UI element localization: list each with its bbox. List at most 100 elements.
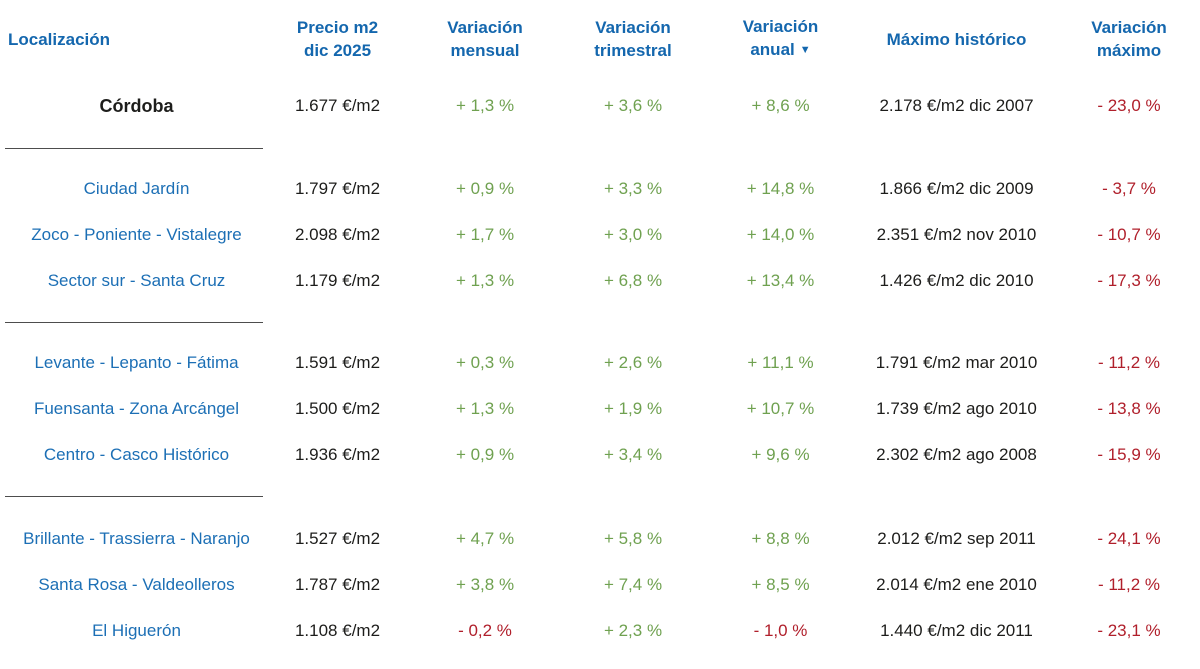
column-header-maximo-historico[interactable]: Máximo histórico <box>855 12 1058 66</box>
max-variation: - 24,1 % <box>1097 529 1161 548</box>
price-value: 1.797 €/m2 <box>294 179 381 198</box>
monthly-variation: + 0,9 % <box>455 445 515 464</box>
sort-desc-icon: ▼ <box>799 43 811 56</box>
column-header-label: dic 2025 <box>303 41 372 60</box>
price-value: 1.677 €/m2 <box>294 96 381 115</box>
location-link[interactable]: Levante - Lepanto - Fátima <box>34 353 239 372</box>
column-header-label: máximo <box>1096 41 1162 60</box>
monthly-variation: + 1,7 % <box>455 225 515 244</box>
price-value: 1.787 €/m2 <box>294 575 381 594</box>
location-link[interactable]: Santa Rosa - Valdeolleros <box>38 575 235 594</box>
max-variation: - 23,0 % <box>1097 96 1161 115</box>
group-divider <box>5 322 263 323</box>
historic-max-value: 1.866 €/m2 dic 2009 <box>879 179 1034 198</box>
table-row: Centro - Casco Histórico 1.936 €/m2 + 0,… <box>0 432 1200 478</box>
location-link[interactable]: Ciudad Jardín <box>83 179 190 198</box>
table-row: Brillante - Trassierra - Naranjo 1.527 €… <box>0 516 1200 562</box>
table-row: El Higuerón 1.108 €/m2 - 0,2 % + 2,3 % -… <box>0 608 1200 654</box>
column-header-variacion-maximo[interactable]: Variación máximo <box>1058 12 1200 66</box>
historic-max-value: 2.014 €/m2 ene 2010 <box>876 575 1037 594</box>
historic-max-value: 2.302 €/m2 ago 2008 <box>876 445 1037 464</box>
max-variation: - 10,7 % <box>1097 225 1161 244</box>
location-link[interactable]: Sector sur - Santa Cruz <box>47 271 226 290</box>
quarterly-variation: + 3,6 % <box>603 96 663 115</box>
table-row: Levante - Lepanto - Fátima 1.591 €/m2 + … <box>0 340 1200 386</box>
quarterly-variation: + 3,3 % <box>603 179 663 198</box>
price-value: 1.108 €/m2 <box>294 621 381 640</box>
location-link[interactable]: Zoco - Poniente - Vistalegre <box>31 225 242 244</box>
annual-variation: + 9,6 % <box>751 445 810 464</box>
monthly-variation: - 0,2 % <box>458 621 512 640</box>
price-value: 1.500 €/m2 <box>294 399 381 418</box>
historic-max-value: 2.012 €/m2 sep 2011 <box>877 529 1036 548</box>
location-link[interactable]: Fuensanta - Zona Arcángel <box>33 399 240 418</box>
annual-variation: + 14,0 % <box>746 225 815 244</box>
column-header-label: mensual <box>450 41 520 60</box>
quarterly-variation: + 5,8 % <box>603 529 663 548</box>
price-value: 1.936 €/m2 <box>294 445 381 464</box>
location-link[interactable]: El Higuerón <box>92 621 181 640</box>
column-header-label: Variación <box>595 18 671 37</box>
annual-variation: + 8,6 % <box>751 96 810 115</box>
table-row: Zoco - Poniente - Vistalegre 2.098 €/m2 … <box>0 212 1200 258</box>
monthly-variation: + 1,3 % <box>455 271 515 290</box>
quarterly-variation: + 2,6 % <box>603 353 663 372</box>
monthly-variation: + 3,8 % <box>455 575 515 594</box>
max-variation: - 3,7 % <box>1102 179 1156 198</box>
monthly-variation: + 1,3 % <box>455 96 515 115</box>
quarterly-variation: + 6,8 % <box>603 271 663 290</box>
price-value: 1.591 €/m2 <box>294 353 381 372</box>
column-header-variacion-anual[interactable]: Variación anual ▼ <box>706 12 855 66</box>
column-header-variacion-mensual[interactable]: Variación mensual <box>410 12 560 66</box>
quarterly-variation: + 3,4 % <box>603 445 663 464</box>
column-header-label: Localización <box>8 29 111 49</box>
annual-variation: - 1,0 % <box>753 621 808 640</box>
monthly-variation: + 1,3 % <box>455 399 515 418</box>
quarterly-variation: + 2,3 % <box>603 621 663 640</box>
annual-variation: + 8,8 % <box>751 529 810 548</box>
location-link[interactable]: Brillante - Trassierra - Naranjo <box>23 529 250 548</box>
max-variation: - 13,8 % <box>1097 399 1161 418</box>
historic-max-value: 2.178 €/m2 dic 2007 <box>879 96 1034 115</box>
monthly-variation: + 0,3 % <box>455 353 515 372</box>
annual-variation: + 11,1 % <box>747 353 814 372</box>
column-header-localizacion[interactable]: Localización <box>0 12 265 66</box>
table-row: Sector sur - Santa Cruz 1.179 €/m2 + 1,3… <box>0 258 1200 304</box>
table-row: Santa Rosa - Valdeolleros 1.787 €/m2 + 3… <box>0 562 1200 608</box>
column-header-precio-m2[interactable]: Precio m2 dic 2025 <box>265 12 410 66</box>
max-variation: - 11,2 % <box>1097 575 1161 594</box>
price-value: 1.527 €/m2 <box>294 529 381 548</box>
location-link[interactable]: Centro - Casco Histórico <box>43 445 230 464</box>
table-row-summary: Córdoba 1.677 €/m2 + 1,3 % + 3,6 % + 8,6… <box>0 83 1200 129</box>
column-header-label: Variación <box>447 18 523 37</box>
historic-max-value: 1.440 €/m2 dic 2011 <box>880 621 1033 640</box>
table-row: Ciudad Jardín 1.797 €/m2 + 0,9 % + 3,3 %… <box>0 166 1200 212</box>
summary-location-label: Córdoba <box>99 96 174 116</box>
quarterly-variation: + 7,4 % <box>603 575 663 594</box>
quarterly-variation: + 1,9 % <box>603 399 663 418</box>
annual-variation: + 13,4 % <box>746 271 815 290</box>
historic-max-value: 2.351 €/m2 nov 2010 <box>876 225 1037 244</box>
monthly-variation: + 0,9 % <box>455 179 515 198</box>
price-value: 1.179 €/m2 <box>294 271 381 290</box>
monthly-variation: + 4,7 % <box>455 529 515 548</box>
quarterly-variation: + 3,0 % <box>603 225 663 244</box>
column-header-label-line2: anual ▼ <box>706 38 855 64</box>
max-variation: - 23,1 % <box>1097 621 1161 640</box>
column-header-label: Precio m2 <box>296 18 379 37</box>
annual-variation: + 14,8 % <box>746 179 815 198</box>
annual-variation: + 10,7 % <box>746 399 815 418</box>
column-header-label: Variación <box>742 16 819 36</box>
column-header-label: trimestral <box>594 41 672 60</box>
historic-max-value: 1.739 €/m2 ago 2010 <box>876 399 1037 418</box>
table-row: Fuensanta - Zona Arcángel 1.500 €/m2 + 1… <box>0 386 1200 432</box>
column-header-label: Variación <box>1091 18 1167 37</box>
column-header-variacion-trimestral[interactable]: Variación trimestral <box>560 12 706 66</box>
max-variation: - 17,3 % <box>1097 271 1161 290</box>
group-divider <box>5 148 263 149</box>
max-variation: - 11,2 % <box>1097 353 1161 372</box>
historic-max-value: 1.791 €/m2 mar 2010 <box>875 353 1038 372</box>
annual-variation: + 8,5 % <box>751 575 810 594</box>
price-value: 2.098 €/m2 <box>294 225 381 244</box>
